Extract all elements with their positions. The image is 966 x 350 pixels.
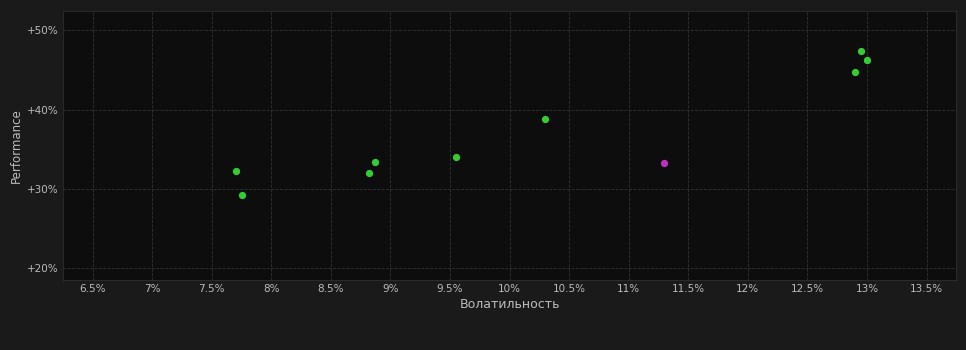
X-axis label: Волатильность: Волатильность <box>459 298 560 312</box>
Point <box>234 193 249 198</box>
Point <box>448 154 464 160</box>
Point <box>367 159 383 165</box>
Point <box>537 116 553 122</box>
Point <box>361 170 377 176</box>
Point <box>657 161 672 166</box>
Point <box>847 70 863 75</box>
Point <box>860 58 875 63</box>
Y-axis label: Performance: Performance <box>10 108 23 183</box>
Point <box>853 48 868 54</box>
Point <box>228 168 243 173</box>
